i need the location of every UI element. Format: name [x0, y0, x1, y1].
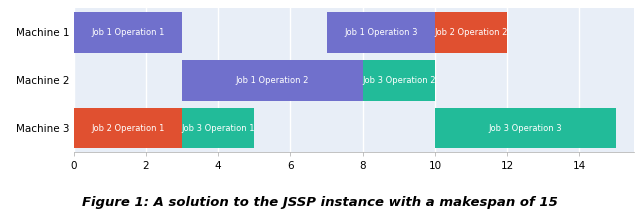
- Text: Job 1 Operation 3: Job 1 Operation 3: [344, 28, 417, 37]
- Bar: [435, 108, 616, 148]
- Bar: [74, 56, 634, 104]
- Text: Job 3 Operation 2: Job 3 Operation 2: [362, 76, 435, 85]
- Text: Job 1 Operation 1: Job 1 Operation 1: [91, 28, 164, 37]
- Text: Job 2 Operation 2: Job 2 Operation 2: [435, 28, 508, 37]
- Bar: [74, 8, 634, 56]
- Bar: [435, 12, 507, 53]
- Bar: [363, 60, 435, 100]
- Bar: [74, 104, 634, 152]
- Text: Job 2 Operation 1: Job 2 Operation 1: [91, 123, 164, 133]
- Text: Job 3 Operation 3: Job 3 Operation 3: [488, 123, 562, 133]
- Bar: [74, 108, 182, 148]
- Bar: [182, 108, 254, 148]
- Text: Job 3 Operation 1: Job 3 Operation 1: [181, 123, 255, 133]
- Text: Job 1 Operation 2: Job 1 Operation 2: [236, 76, 309, 85]
- Bar: [74, 12, 182, 53]
- Bar: [326, 12, 435, 53]
- Bar: [182, 60, 363, 100]
- Text: Figure 1: A solution to the JSSP instance with a makespan of 15: Figure 1: A solution to the JSSP instanc…: [82, 196, 558, 209]
